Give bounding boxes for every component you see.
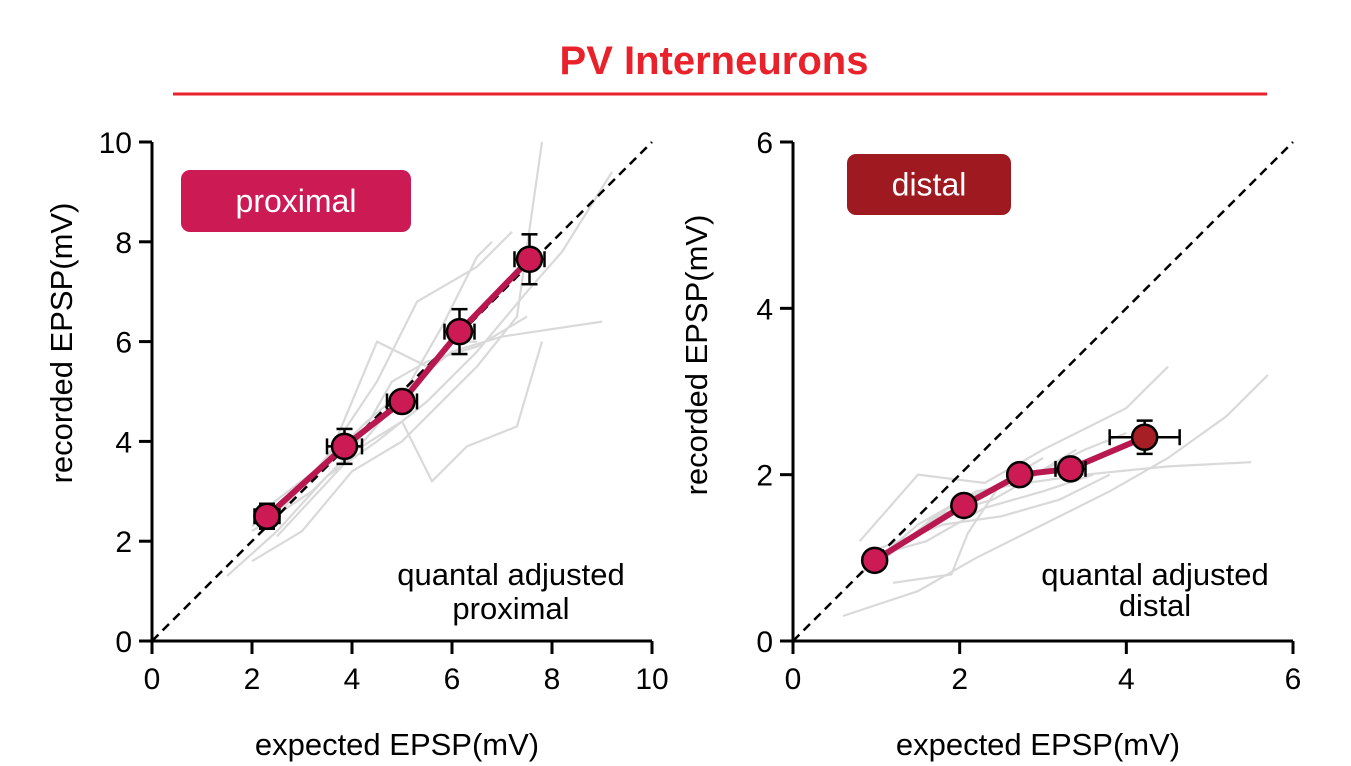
distal-badge-label: distal bbox=[892, 167, 967, 203]
distal-individual-trace-6 bbox=[867, 473, 1094, 559]
proximal-x-tick-label-5: 10 bbox=[635, 663, 668, 696]
proximal-x-tick-label-3: 6 bbox=[444, 663, 461, 696]
proximal-y-tick-label-4: 8 bbox=[115, 227, 132, 260]
proximal-mean-point-0 bbox=[253, 502, 281, 530]
proximal-y-tick-label-0: 0 bbox=[115, 626, 132, 659]
distal-y-tick-label-3: 6 bbox=[756, 127, 773, 160]
proximal-y-tick-label-2: 4 bbox=[115, 426, 132, 459]
distal-y-axis-label: recorded EPSP(mV) bbox=[679, 215, 714, 496]
distal-x-tick-label-1: 2 bbox=[951, 663, 968, 696]
proximal-individual-trace-7 bbox=[276, 241, 493, 537]
distal-x-tick-label-3: 6 bbox=[1285, 663, 1302, 696]
distal-x-tick-label-0: 0 bbox=[785, 663, 802, 696]
proximal-individual-trace-0 bbox=[226, 171, 613, 577]
proximal-annotation-line-1: quantal adjusted bbox=[397, 557, 625, 592]
distal-mean-point-0 bbox=[860, 546, 889, 575]
proximal-mean-line bbox=[264, 257, 532, 519]
distal-y-tick-label-0: 0 bbox=[756, 626, 773, 659]
distal-mean-point-4 bbox=[1130, 423, 1159, 451]
distal-annotation-line-2: distal bbox=[1119, 588, 1191, 623]
proximal-individual-trace-1 bbox=[251, 141, 544, 563]
distal-badge bbox=[847, 154, 1011, 215]
proximal-x-tick-label-0: 0 bbox=[144, 663, 161, 696]
distal-annotation-line-1: quantal adjusted bbox=[1041, 557, 1269, 592]
proximal-x-axis-label: expected EPSP(mV) bbox=[255, 727, 539, 762]
figure-title: PV Interneurons bbox=[560, 39, 869, 83]
proximal-y-tick-label-1: 2 bbox=[115, 526, 132, 559]
proximal-individual-trace-2 bbox=[251, 315, 528, 533]
distal-individual-trace-0 bbox=[842, 374, 1269, 618]
proximal-badge bbox=[181, 170, 411, 232]
proximal-x-tick-label-1: 2 bbox=[244, 663, 261, 696]
distal-x-tick-label-2: 4 bbox=[1118, 663, 1135, 696]
proximal-y-tick-label-3: 6 bbox=[115, 327, 132, 360]
proximal-panel: 0 2 4 6 8 10 0 2 4 6 8 10 expected EPSP(mV) recorded … bbox=[44, 127, 669, 762]
distal-unity-line bbox=[792, 141, 1294, 642]
distal-mean-point-1 bbox=[950, 491, 978, 520]
proximal-x-tick-label-2: 4 bbox=[344, 663, 361, 696]
distal-mean-point-2 bbox=[1005, 460, 1034, 489]
distal-x-axis-label: expected EPSP(mV) bbox=[896, 727, 1180, 762]
distal-individual-trace-2 bbox=[858, 365, 1169, 542]
proximal-mean-point-1 bbox=[330, 432, 359, 461]
distal-panel: 0 2 4 6 0 2 4 6 expected EPSP(mV) recorded EPSP(m… bbox=[679, 127, 1301, 762]
distal-y-tick-label-2: 4 bbox=[756, 293, 773, 326]
proximal-y-tick-label-5: 10 bbox=[99, 127, 132, 160]
proximal-mean-point-2 bbox=[388, 387, 416, 416]
proximal-y-axis-label: recorded EPSP(mV) bbox=[44, 203, 79, 484]
proximal-mean-point-4 bbox=[515, 245, 544, 274]
proximal-mean-point-3 bbox=[445, 317, 474, 346]
proximal-badge-label: proximal bbox=[236, 183, 357, 219]
proximal-x-tick-label-4: 8 bbox=[544, 663, 561, 696]
distal-y-tick-label-1: 2 bbox=[756, 460, 773, 493]
proximal-annotation-line-2: proximal bbox=[452, 591, 569, 626]
distal-mean-point-3 bbox=[1056, 455, 1085, 483]
